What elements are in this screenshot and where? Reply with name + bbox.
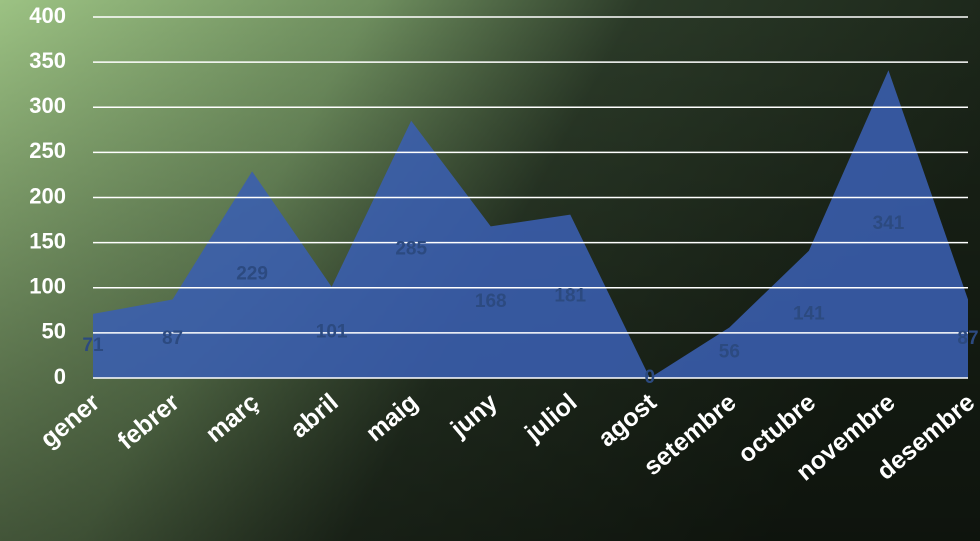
value-label: 229 — [236, 264, 268, 285]
value-label: 285 — [395, 238, 427, 259]
value-label: 168 — [475, 291, 507, 312]
y-tick-label: 50 — [42, 319, 66, 344]
value-label: 341 — [873, 213, 905, 234]
y-tick-label: 0 — [54, 364, 66, 389]
area — [93, 70, 968, 378]
y-tick-label: 350 — [29, 48, 66, 73]
value-label: 56 — [719, 342, 740, 363]
value-label: 181 — [554, 285, 586, 306]
value-label: 71 — [82, 335, 104, 356]
value-label: 87 — [957, 328, 978, 349]
y-tick-label: 200 — [29, 183, 66, 208]
y-tick-label: 100 — [29, 274, 66, 299]
value-label: 101 — [316, 321, 348, 342]
y-tick-label: 150 — [29, 228, 66, 253]
value-label: 87 — [162, 328, 183, 349]
value-label: 141 — [793, 303, 825, 324]
y-tick-label: 400 — [29, 3, 66, 28]
y-tick-label: 250 — [29, 138, 66, 163]
value-label: 0 — [645, 367, 656, 388]
y-tick-label: 300 — [29, 93, 66, 118]
